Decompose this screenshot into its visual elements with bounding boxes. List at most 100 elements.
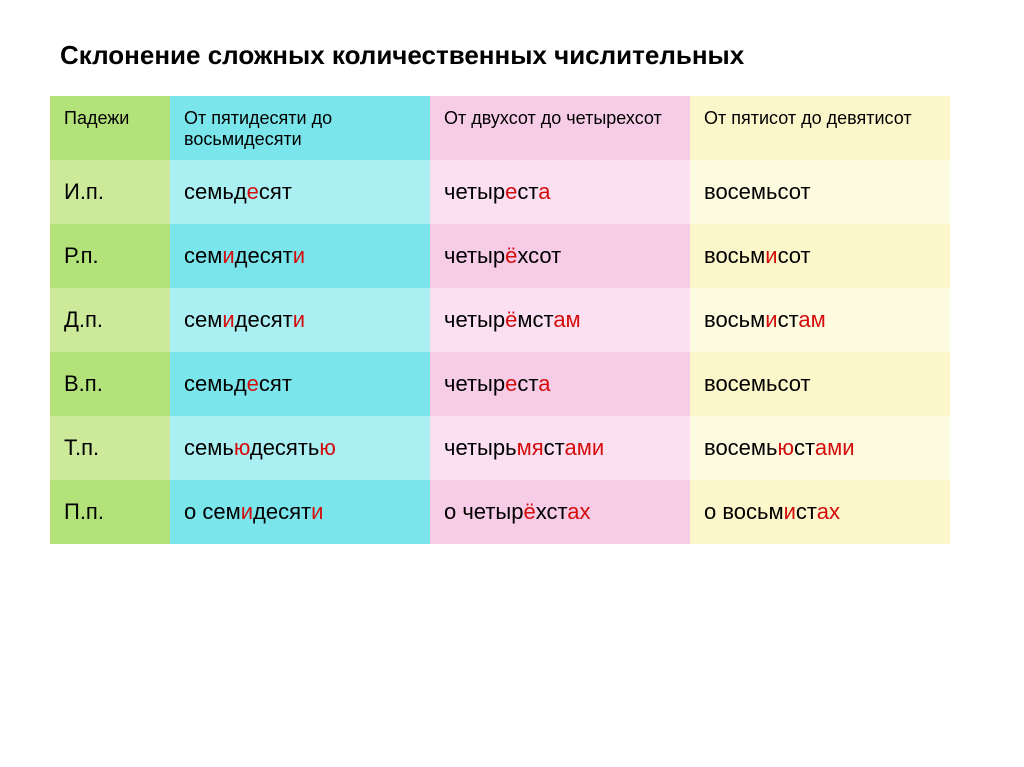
word: восемьсот bbox=[704, 179, 811, 205]
text-segment: десят bbox=[235, 307, 293, 332]
highlight-segment: е bbox=[247, 371, 259, 396]
text-segment: семьд bbox=[184, 179, 247, 204]
table-cell: восемьсот bbox=[690, 352, 950, 416]
highlight-segment: ах bbox=[567, 499, 590, 524]
word: четыреста bbox=[444, 179, 550, 205]
case-label: П.п. bbox=[50, 480, 170, 544]
word: семидесяти bbox=[184, 307, 305, 333]
highlight-segment: ё bbox=[523, 499, 535, 524]
table-body: И.п.семьдесятчетыреставосемьсотР.п.семид… bbox=[50, 160, 974, 544]
text-segment: восемьсот bbox=[704, 371, 811, 396]
highlight-segment: ам bbox=[553, 307, 580, 332]
text-segment: восемьсот bbox=[704, 179, 811, 204]
text-segment: сят bbox=[259, 179, 292, 204]
text-segment: четырь bbox=[444, 435, 517, 460]
highlight-segment: е bbox=[505, 179, 517, 204]
word: о восьмистах bbox=[704, 499, 840, 525]
text-segment: четыр bbox=[444, 371, 505, 396]
text-segment: сот bbox=[778, 243, 811, 268]
table-cell: семьдесят bbox=[170, 352, 430, 416]
text-segment: ст bbox=[517, 371, 538, 396]
word: восьмисот bbox=[704, 243, 811, 269]
table-cell: четыреста bbox=[430, 352, 690, 416]
text-segment: восемь bbox=[704, 435, 778, 460]
text-segment: десят bbox=[253, 499, 311, 524]
text-segment: ст bbox=[794, 435, 815, 460]
table-cell: семидесяти bbox=[170, 288, 430, 352]
case-label: И.п. bbox=[50, 160, 170, 224]
text-segment: десять bbox=[250, 435, 320, 460]
table-cell: четырёхсот bbox=[430, 224, 690, 288]
text-segment: сем bbox=[184, 243, 222, 268]
word: восемьюстами bbox=[704, 435, 855, 461]
text-segment: десят bbox=[235, 243, 293, 268]
word: семьдесят bbox=[184, 179, 292, 205]
highlight-segment: а bbox=[538, 371, 550, 396]
word: четырёхсот bbox=[444, 243, 561, 269]
text-segment: ст bbox=[544, 435, 565, 460]
highlight-segment: и bbox=[311, 499, 323, 524]
text-segment: о восьм bbox=[704, 499, 784, 524]
word: о семидесяти bbox=[184, 499, 323, 525]
highlight-segment: и bbox=[765, 307, 777, 332]
highlight-segment: и bbox=[222, 307, 234, 332]
table-cell: семьюдесятью bbox=[170, 416, 430, 480]
highlight-segment: ё bbox=[505, 307, 517, 332]
highlight-segment: ю bbox=[234, 435, 250, 460]
text-segment: о сем bbox=[184, 499, 241, 524]
highlight-segment: и bbox=[241, 499, 253, 524]
word: восемьсот bbox=[704, 371, 811, 397]
table-cell: четырёмстам bbox=[430, 288, 690, 352]
text-segment: сот bbox=[528, 243, 561, 268]
table-cell: четырьмястами bbox=[430, 416, 690, 480]
table-cell: восьмисот bbox=[690, 224, 950, 288]
page-title: Склонение сложных количественных числите… bbox=[50, 40, 974, 71]
word: восьмистам bbox=[704, 307, 826, 333]
word: семидесяти bbox=[184, 243, 305, 269]
text-segment: семьд bbox=[184, 371, 247, 396]
text-segment: хст bbox=[536, 499, 568, 524]
highlight-segment: и bbox=[293, 307, 305, 332]
highlight-segment: и bbox=[784, 499, 796, 524]
highlight-segment: ами bbox=[815, 435, 855, 460]
word: о четырёхстах bbox=[444, 499, 591, 525]
highlight-segment: и bbox=[293, 243, 305, 268]
highlight-segment: ах bbox=[817, 499, 840, 524]
highlight-segment: е bbox=[247, 179, 259, 204]
table-cell: восьмистам bbox=[690, 288, 950, 352]
table-cell: восемьюстами bbox=[690, 416, 950, 480]
text-segment: четыр bbox=[444, 243, 505, 268]
highlight-segment: ам bbox=[798, 307, 825, 332]
text-segment: ст bbox=[796, 499, 817, 524]
highlight-segment: мя bbox=[517, 435, 544, 460]
table-cell: о четырёхстах bbox=[430, 480, 690, 544]
text-segment: сем bbox=[184, 307, 222, 332]
highlight-segment: ами bbox=[564, 435, 604, 460]
text-segment: ст bbox=[517, 179, 538, 204]
text-segment: х bbox=[517, 243, 528, 268]
declension-table: Падежи От пятидесяти до восьмидесяти От … bbox=[50, 96, 974, 160]
highlight-segment: а bbox=[538, 179, 550, 204]
table-cell: о восьмистах bbox=[690, 480, 950, 544]
case-label: Д.п. bbox=[50, 288, 170, 352]
text-segment: сят bbox=[259, 371, 292, 396]
text-segment: четыр bbox=[444, 307, 505, 332]
highlight-segment: е bbox=[505, 371, 517, 396]
text-segment: восьм bbox=[704, 243, 765, 268]
text-segment: о четыр bbox=[444, 499, 523, 524]
highlight-segment: ю bbox=[778, 435, 795, 460]
highlight-segment: ю bbox=[319, 435, 336, 460]
table-cell: семьдесят bbox=[170, 160, 430, 224]
case-label: В.п. bbox=[50, 352, 170, 416]
highlight-segment: ё bbox=[505, 243, 517, 268]
table-cell: восемьсот bbox=[690, 160, 950, 224]
table-cell: о семидесяти bbox=[170, 480, 430, 544]
highlight-segment: и bbox=[765, 243, 777, 268]
text-segment: мст bbox=[517, 307, 553, 332]
word: семьдесят bbox=[184, 371, 292, 397]
word: четыреста bbox=[444, 371, 550, 397]
case-label: Т.п. bbox=[50, 416, 170, 480]
text-segment: ст bbox=[778, 307, 799, 332]
text-segment: семь bbox=[184, 435, 234, 460]
word: четырёмстам bbox=[444, 307, 581, 333]
